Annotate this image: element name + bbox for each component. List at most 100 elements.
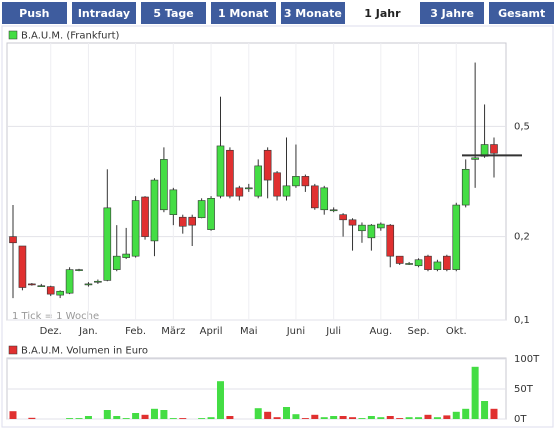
candle-body [471,157,479,160]
volume-bar [150,408,158,419]
candle-body [433,261,442,270]
y-tick-label: 0T [514,414,527,425]
volume-bar [160,410,168,419]
volume-bar [320,417,328,419]
candle-body [461,168,470,206]
tab[interactable]: 3 Jahre [419,2,485,24]
volume-bar [66,418,74,419]
candle-body [348,219,357,226]
candle-body [75,269,83,271]
x-tick-label: Juli [325,326,341,337]
candle-body [65,269,74,294]
tab[interactable]: 5 Tage [141,2,206,24]
candle-body [94,280,102,283]
volume-bar [377,417,385,419]
candle-body [197,200,206,219]
volume-bar [169,418,177,419]
candle-body [150,179,159,242]
volume-bar [339,416,347,419]
volume-bar [481,401,489,419]
candle-body [160,159,168,211]
volume-bar [386,416,394,419]
legend-swatch [8,345,18,355]
volume-bar [254,408,262,419]
annotation: 1 Tick = 1 Woche [12,311,99,322]
volume-bar [433,417,441,419]
y-tick-label: 50T [514,384,534,395]
legend-label: B.A.U.M. Volumen in Euro [21,346,148,357]
volume-bar [405,417,413,419]
x-tick-label: Aug. [369,326,392,337]
tab[interactable]: Push [2,2,67,24]
volume-bar [179,418,187,419]
volume-bar [367,416,375,419]
x-tick-label: Sep. [408,326,430,337]
candle-body [112,255,121,270]
candle-body [320,187,329,211]
candle-body [131,200,140,257]
volume-bar [358,418,366,419]
volume-bar [122,418,130,419]
candle-body [235,187,244,197]
candle-body [216,145,225,197]
volume-bar [283,407,291,419]
chart: B.A.U.M. (Frankfurt) B.A.U.M. Volumen in… [1,25,554,428]
volume-bar [424,414,432,419]
candle-body [424,255,432,270]
candle-body [207,198,215,230]
tab[interactable]: 1 Jahr [350,2,415,24]
volume-bar [9,411,17,419]
volume-bar [207,417,215,419]
volume-bar [216,381,224,419]
candle-body [37,285,46,287]
candle-body [178,216,187,227]
volume-bar [28,417,36,419]
volume-bar [330,416,338,419]
volume-bar [396,418,404,419]
candle-body [244,187,253,190]
candle-body [188,216,196,226]
candle-body [452,204,461,270]
candle-body [254,165,263,197]
x-tick-label: Jan. [78,326,98,337]
price-plot-area [6,42,507,321]
volume-bar [349,417,357,419]
volume-bar [490,408,498,419]
candle-body [386,224,395,257]
tab[interactable]: Gesamt [489,2,554,24]
volume-bar [103,410,111,419]
volume-bar [113,416,121,419]
tab[interactable]: 1 Monat [210,2,276,24]
candle-body [84,283,93,286]
x-tick-label: Mai [240,326,258,337]
candle-body [395,255,404,264]
volume-bar [462,408,470,419]
volume-bar [311,414,319,419]
candle-body [56,290,64,296]
tab[interactable]: Intraday [71,2,137,24]
chart-frame [1,25,554,428]
candle-body [329,209,338,212]
candle-body [292,176,300,187]
candle-body [46,286,55,295]
candle-body [490,144,498,154]
tab-bar: Push Intraday 5 Tage 1 Monat 3 Monate 1 Jahr 3… [0,0,556,24]
candle-body [443,255,451,270]
tab[interactable]: 3 Monate [280,2,346,24]
candle-body [122,253,130,258]
y-tick-label: 0,2 [514,232,530,243]
candle-body [282,185,291,197]
volume-bar [141,414,149,419]
candle-body [414,259,423,267]
volume-bar [198,418,206,419]
candle-body [311,185,319,209]
volume-bar [471,366,479,419]
volume-bar [132,413,140,419]
legend-swatch [8,30,18,40]
candle-body [263,149,272,181]
volume-bar [292,414,300,419]
candle-body [377,223,385,229]
volume-bar [452,411,460,419]
x-tick-label: Dez. [40,326,62,337]
